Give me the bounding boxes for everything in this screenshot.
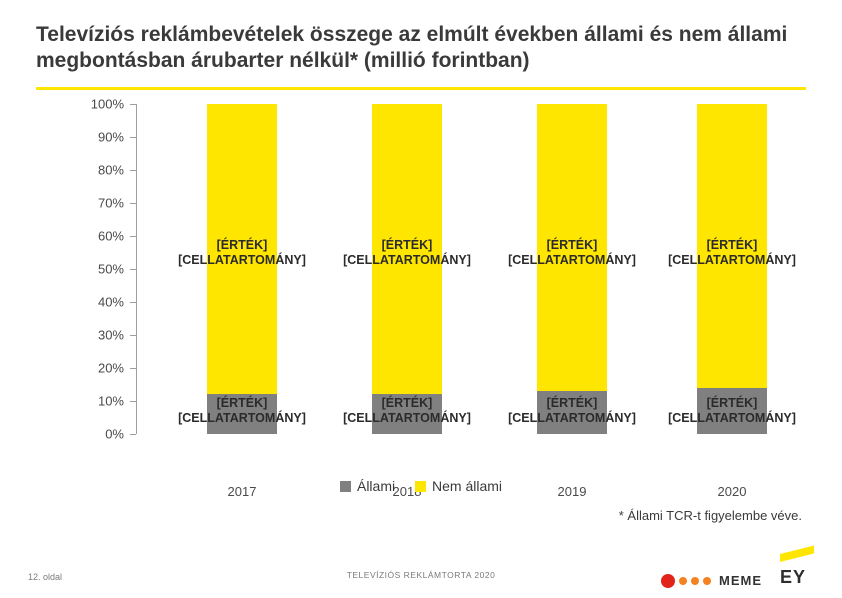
- page-title: Televíziós reklámbevételek összege az el…: [0, 0, 842, 83]
- y-tick-label: 80%: [98, 163, 124, 178]
- bar-segment-nem-allami: [207, 104, 277, 394]
- y-tick-label: 100%: [91, 97, 124, 112]
- bar-segment-allami: [697, 388, 767, 434]
- legend-item-allami: Állami: [340, 478, 395, 494]
- footer-logos: MEME EY: [661, 554, 814, 588]
- plot-area: [ÉRTÉK][CELLATARTOMÁNY][ÉRTÉK][CELLATART…: [136, 104, 796, 434]
- stacked-bar-chart: 0%10%20%30%40%50%60%70%80%90%100% [ÉRTÉK…: [80, 104, 800, 444]
- y-tick-mark: [130, 434, 136, 435]
- meme-logo: MEME: [661, 573, 762, 588]
- meme-logo-text: MEME: [719, 573, 762, 588]
- footer: 12. oldal TELEVÍZIÓS REKLÁMTORTA 2020 ME…: [0, 558, 842, 588]
- y-tick-label: 0%: [105, 427, 124, 442]
- bar-segment-nem-allami: [372, 104, 442, 394]
- bar-group: [ÉRTÉK][CELLATARTOMÁNY][ÉRTÉK][CELLATART…: [372, 104, 442, 434]
- bar-segment-allami: [537, 391, 607, 434]
- legend-swatch-icon: [415, 481, 426, 492]
- y-tick-label: 40%: [98, 295, 124, 310]
- y-tick-label: 30%: [98, 328, 124, 343]
- ey-bar-icon: [780, 546, 814, 562]
- y-tick-label: 20%: [98, 361, 124, 376]
- bar-group: [ÉRTÉK][CELLATARTOMÁNY][ÉRTÉK][CELLATART…: [537, 104, 607, 434]
- title-underline: [36, 87, 806, 90]
- bar-segment-allami: [207, 394, 277, 434]
- legend-label: Nem állami: [432, 478, 502, 494]
- y-tick-label: 50%: [98, 262, 124, 277]
- bar-group: [ÉRTÉK][CELLATARTOMÁNY][ÉRTÉK][CELLATART…: [207, 104, 277, 434]
- y-tick-label: 70%: [98, 196, 124, 211]
- ey-logo-text: EY: [780, 567, 806, 588]
- legend-swatch-icon: [340, 481, 351, 492]
- y-tick-label: 10%: [98, 394, 124, 409]
- legend-item-nem-allami: Nem állami: [415, 478, 502, 494]
- ey-logo: EY: [780, 554, 814, 588]
- circle-icon: [679, 577, 687, 585]
- circle-icon: [691, 577, 699, 585]
- bar-segment-allami: [372, 394, 442, 434]
- y-tick-label: 90%: [98, 130, 124, 145]
- legend: Állami Nem állami: [0, 478, 842, 495]
- bar-group: [ÉRTÉK][CELLATARTOMÁNY][ÉRTÉK][CELLATART…: [697, 104, 767, 434]
- legend-label: Állami: [357, 478, 395, 494]
- circle-icon: [661, 574, 675, 588]
- y-tick-label: 60%: [98, 229, 124, 244]
- bar-segment-nem-allami: [537, 104, 607, 391]
- footnote: * Állami TCR-t figyelembe véve.: [619, 508, 802, 523]
- circle-icon: [703, 577, 711, 585]
- bar-segment-nem-allami: [697, 104, 767, 388]
- y-axis: 0%10%20%30%40%50%60%70%80%90%100%: [80, 104, 130, 434]
